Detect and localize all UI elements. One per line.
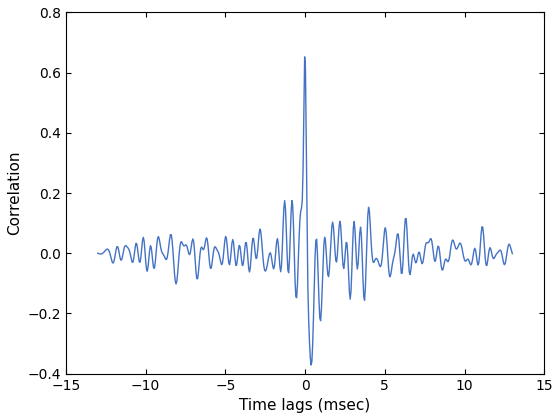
X-axis label: Time lags (msec): Time lags (msec) (240, 398, 371, 413)
Y-axis label: Correlation: Correlation (7, 151, 22, 235)
